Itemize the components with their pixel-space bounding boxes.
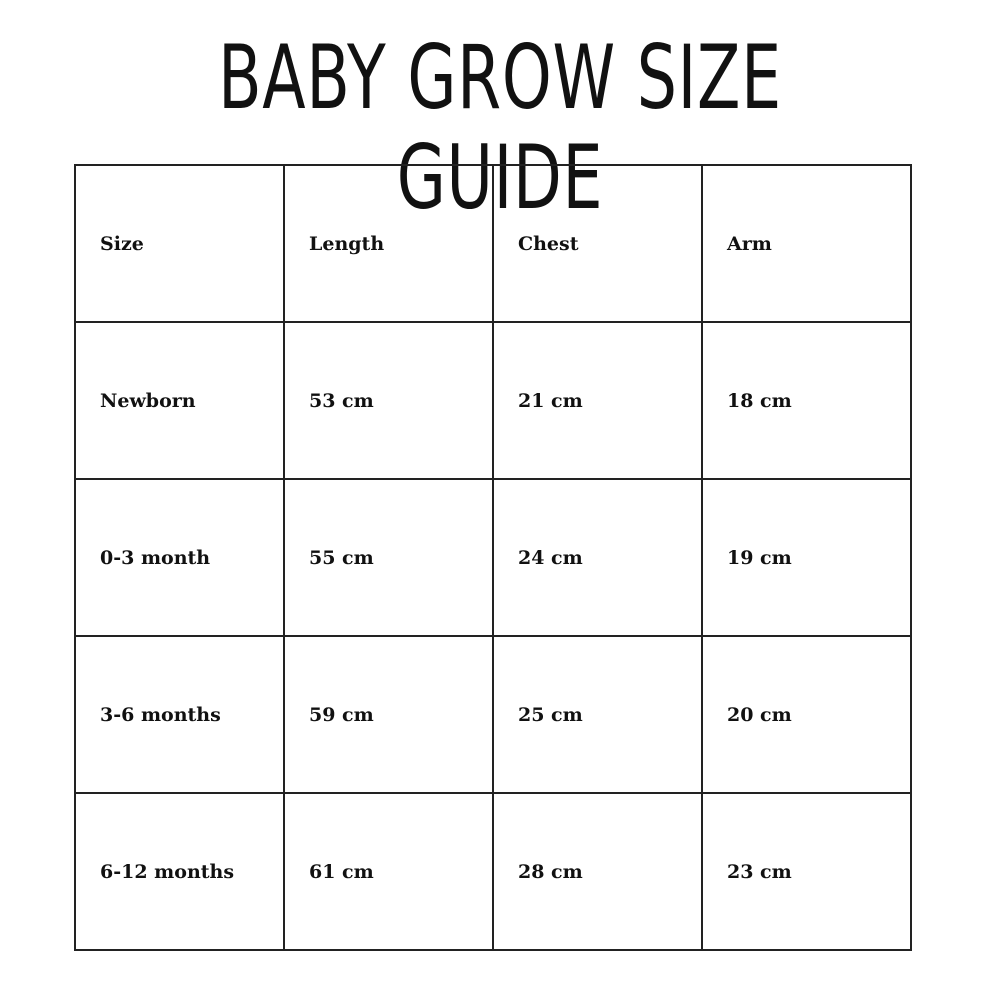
table-cell: 21 cm [492,321,703,480]
table-cell: 61 cm [283,792,494,951]
table-cell: 59 cm [283,635,494,794]
table-cell: 24 cm [492,478,703,637]
table-cell: 23 cm [701,792,912,951]
table-row: 6-12 months 61 cm 28 cm 23 cm [74,792,912,951]
table-cell: Newborn [74,321,285,480]
table-cell: 6-12 months [74,792,285,951]
table-row: 0-3 month 55 cm 24 cm 19 cm [74,478,912,637]
header-cell: Size [74,164,285,323]
table-cell: 18 cm [701,321,912,480]
table-cell: 53 cm [283,321,494,480]
size-table: Size Length Chest Arm Newborn 53 cm 21 c… [74,164,912,951]
table-cell: 0-3 month [74,478,285,637]
header-cell: Arm [701,164,912,323]
table-cell: 19 cm [701,478,912,637]
table-cell: 3-6 months [74,635,285,794]
header-cell: Length [283,164,494,323]
table-row: 3-6 months 59 cm 25 cm 20 cm [74,635,912,794]
table-cell: 28 cm [492,792,703,951]
table-header-row: Size Length Chest Arm [74,164,912,323]
table-cell: 25 cm [492,635,703,794]
table-cell: 20 cm [701,635,912,794]
table-row: Newborn 53 cm 21 cm 18 cm [74,321,912,480]
header-cell: Chest [492,164,703,323]
table-cell: 55 cm [283,478,494,637]
